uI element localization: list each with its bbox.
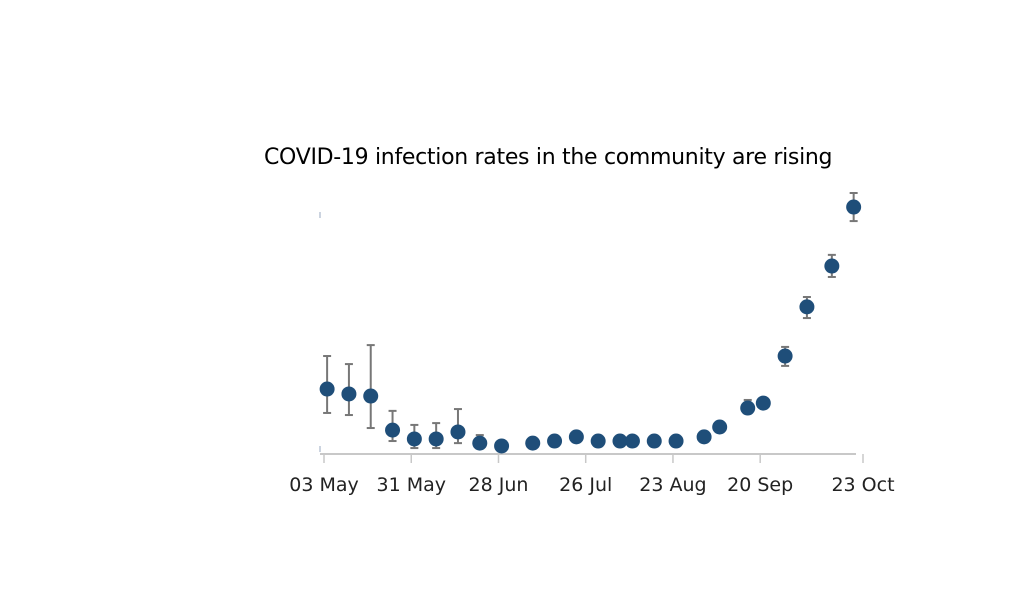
data-point xyxy=(668,433,684,449)
data-points xyxy=(319,199,862,454)
x-tick-label: 23 Oct xyxy=(831,474,894,496)
data-point xyxy=(612,433,628,449)
data-point xyxy=(740,400,756,416)
data-point xyxy=(385,422,401,438)
x-tick-label: 26 Jul xyxy=(559,474,612,496)
data-point xyxy=(547,433,563,449)
error-bars xyxy=(323,192,858,451)
x-tick-label: 23 Aug xyxy=(639,474,706,496)
x-axis xyxy=(319,212,864,463)
chart-title: COVID-19 infection rates in the communit… xyxy=(264,145,833,170)
x-tick-label: 31 May xyxy=(376,474,446,496)
data-point xyxy=(450,424,466,440)
data-point xyxy=(646,433,662,449)
data-point xyxy=(406,431,422,447)
data-point xyxy=(846,199,862,215)
data-point xyxy=(319,381,335,397)
data-point xyxy=(755,395,771,411)
data-point xyxy=(590,433,606,449)
data-point xyxy=(624,433,640,449)
x-tick-label: 03 May xyxy=(289,474,359,496)
data-point xyxy=(494,438,510,454)
data-point xyxy=(777,348,793,364)
data-point xyxy=(472,435,488,451)
data-point xyxy=(341,386,357,402)
data-point xyxy=(696,429,712,445)
data-point xyxy=(712,419,728,435)
data-point xyxy=(428,431,444,447)
data-point xyxy=(824,258,840,274)
x-tick-label: 20 Sep xyxy=(727,474,793,496)
data-point xyxy=(363,388,379,404)
x-tick-labels: 03 May 31 May 28 Jun 26 Jul 23 Aug 20 Sep 23 O… xyxy=(289,474,894,496)
data-point xyxy=(799,299,815,315)
data-point xyxy=(525,435,541,451)
data-point xyxy=(568,429,584,445)
x-tick-label: 28 Jun xyxy=(469,474,529,496)
